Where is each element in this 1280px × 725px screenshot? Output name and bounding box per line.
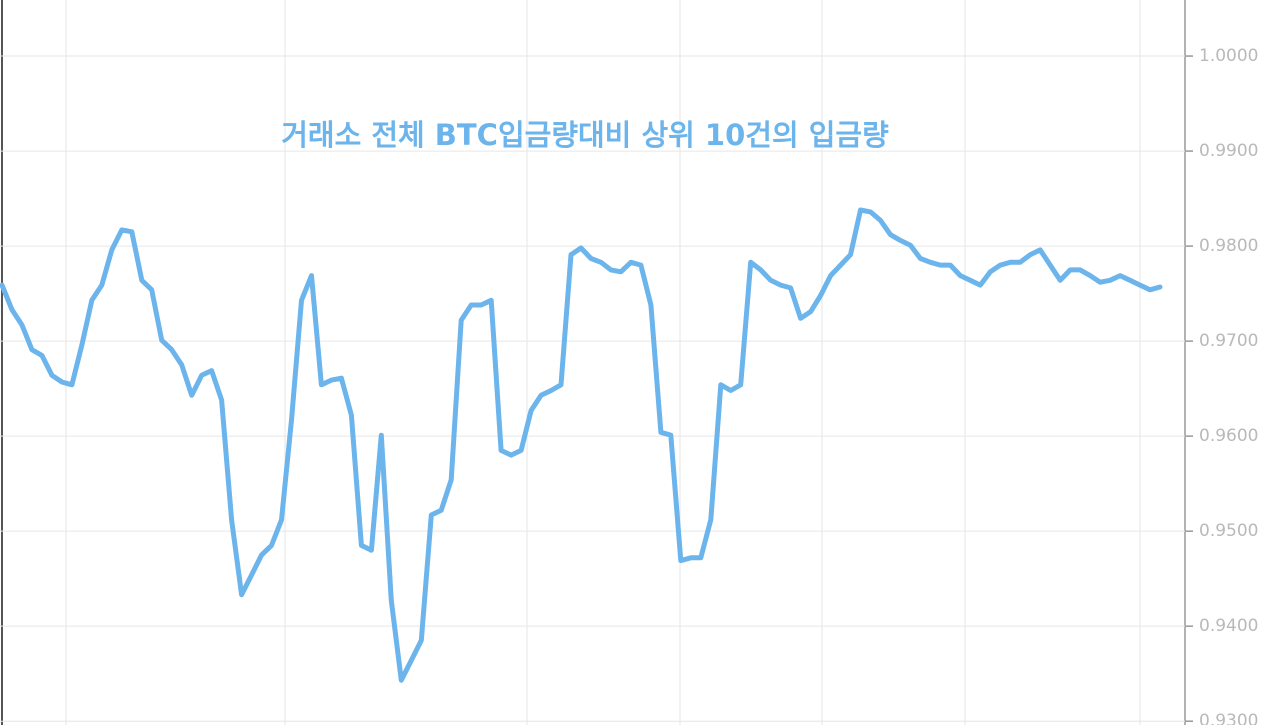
y-tick-label: 0.9700 <box>1199 331 1258 351</box>
y-tick-label: 0.9400 <box>1199 616 1258 636</box>
y-tick-label: 0.9900 <box>1199 141 1258 161</box>
y-tick-label: 1.0000 <box>1199 46 1258 66</box>
y-tick-label: 0.9500 <box>1199 521 1258 541</box>
plot <box>0 207 1163 683</box>
line-series <box>0 207 1163 683</box>
y-tick-label: 0.9300 <box>1199 711 1258 725</box>
vertical-grid <box>65 0 1141 725</box>
grid: 0.9300 0.9400 0.9500 0.9600 0.9700 0.9800 0.99… <box>0 46 1258 725</box>
y-tick-label: 0.9600 <box>1199 426 1258 446</box>
chart-title: 거래소 전체 BTC입금량대비 상위 10건의 입금량 <box>281 118 889 152</box>
y-tick-label: 0.9800 <box>1199 236 1258 256</box>
